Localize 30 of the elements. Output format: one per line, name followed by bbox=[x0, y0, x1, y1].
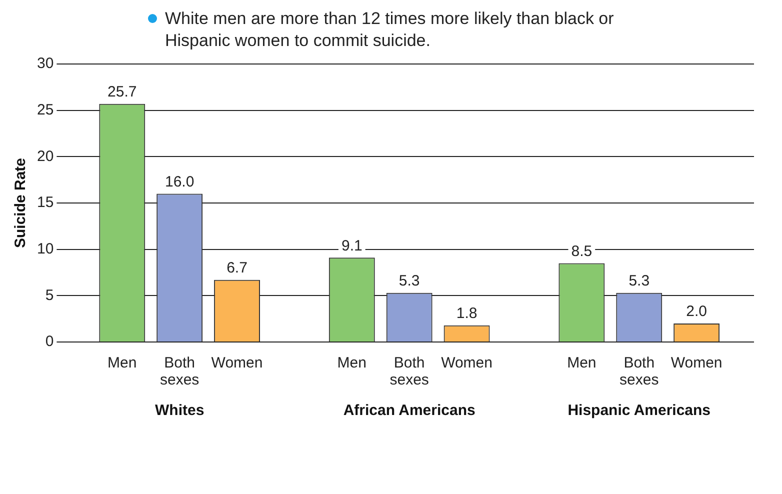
text: Both sexes bbox=[620, 354, 659, 389]
text: White men are more than 12 times more likely than black or Hispanic women to commit suicide. bbox=[165, 8, 615, 52]
y-axis-title: Suicide Rate bbox=[12, 158, 30, 248]
y-tick-label: 25 bbox=[36, 101, 54, 118]
series-label: Men bbox=[108, 354, 137, 372]
data-label: 25.7 bbox=[108, 83, 137, 100]
y-tick-label: 5 bbox=[45, 286, 54, 304]
data-label: 8.5 bbox=[571, 242, 592, 260]
series-label: Both sexes bbox=[160, 354, 200, 389]
text: Women bbox=[211, 354, 263, 372]
text: Women bbox=[670, 354, 722, 372]
data-label: 6.7 bbox=[226, 260, 248, 277]
y-tick-label: 0 bbox=[45, 333, 54, 350]
y-tick-label: 15 bbox=[36, 194, 54, 212]
series-label: Women bbox=[441, 354, 492, 372]
data-label: 9.1 bbox=[341, 237, 362, 254]
text: Both sexes bbox=[390, 354, 429, 389]
data-label: 5.3 bbox=[398, 272, 420, 290]
data-label: 16.0 bbox=[164, 173, 194, 190]
x-tick-label: African Americans bbox=[343, 402, 476, 420]
data-label: 2.0 bbox=[686, 303, 707, 320]
data-label: 1.8 bbox=[456, 304, 478, 322]
y-tick-label: 30 bbox=[36, 55, 54, 72]
y-tick-label: 20 bbox=[36, 148, 54, 165]
text: Men bbox=[337, 354, 366, 372]
data-label: 5.3 bbox=[628, 272, 650, 290]
x-tick-label: Whites bbox=[154, 402, 204, 420]
x-tick-label: Hispanic Americans bbox=[568, 402, 711, 420]
text: Men bbox=[567, 354, 596, 372]
y-tick-label: 10 bbox=[36, 240, 54, 258]
